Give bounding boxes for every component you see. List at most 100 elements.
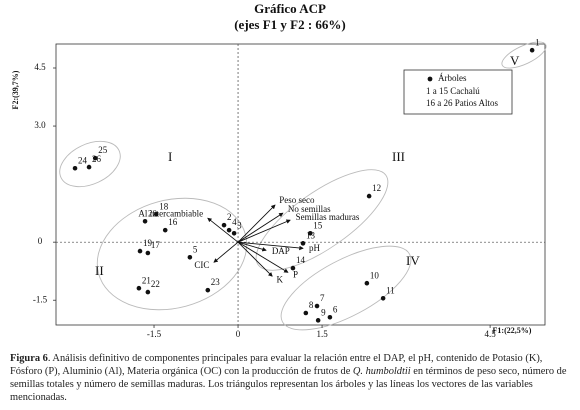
- caption-label: Figura 6: [10, 353, 48, 364]
- point-label: 24: [78, 155, 88, 165]
- loading-vector: [237, 212, 284, 243]
- tree-point: [145, 289, 151, 295]
- point-label: 19: [143, 238, 153, 248]
- tree-point: [72, 165, 78, 171]
- group-label: IV: [406, 253, 420, 268]
- point-label: 7: [320, 293, 325, 303]
- loading-vector: [238, 241, 304, 251]
- group-label: I: [168, 149, 172, 164]
- legend-item: 16 a 26 Patios Altos: [426, 98, 499, 108]
- y-axis-label: F2:(39,7%): [11, 70, 20, 109]
- vector-label: K: [276, 275, 283, 285]
- tree-point: [308, 230, 313, 236]
- tree-point: [92, 155, 98, 161]
- tree-point: [529, 47, 535, 53]
- point-label: 17: [151, 240, 161, 250]
- group-label: III: [392, 149, 405, 164]
- point-label: 10: [370, 270, 380, 280]
- group-ellipse: [96, 197, 248, 311]
- group-label: V: [510, 53, 520, 68]
- y-tick-label: 3.0: [34, 120, 46, 130]
- legend-box: [403, 69, 513, 115]
- vector-label: Peso seco: [279, 195, 315, 205]
- y-tick-label: -1.5: [33, 294, 48, 304]
- chart-subtitle: (ejes F1 y F2 : 66%): [234, 17, 346, 32]
- loading-vector: [237, 241, 267, 252]
- vector-label: Al intercambiable: [138, 209, 203, 219]
- point-label: 5: [193, 244, 198, 254]
- loading-vector: [237, 241, 289, 273]
- y-tick-label: 4.5: [34, 62, 46, 72]
- point-label: 20: [148, 208, 158, 218]
- tree-point: [231, 230, 237, 236]
- tree-point: [187, 254, 193, 260]
- point-label: 12: [372, 183, 381, 193]
- loading-vector: [237, 219, 291, 243]
- tree-point: [137, 248, 143, 254]
- loading-vector: [237, 204, 276, 243]
- legend: Árboles 1 a 15 Cachalú 16 a 26 Patios Al…: [403, 69, 513, 115]
- point-label: 18: [159, 201, 169, 211]
- caption-species: Q. humboldtii: [352, 366, 411, 377]
- x-axis-label: F1:(22,5%): [493, 326, 532, 335]
- chart: Gráfico ACP (ejes F1 y F2 : 66%) F2:(39,…: [11, 1, 547, 339]
- caption-text: . Análisis definitivo de componentes pri…: [10, 353, 543, 377]
- group-ellipse: [280, 245, 412, 331]
- tree-point: [364, 280, 370, 286]
- tree-point: [136, 285, 142, 291]
- vector-label: No semillas: [288, 204, 331, 214]
- tree-point: [314, 303, 320, 309]
- point-label: 22: [151, 279, 160, 289]
- legend-title: Árboles: [438, 73, 467, 83]
- tree-point: [290, 265, 296, 271]
- loading-vector: [207, 217, 239, 243]
- group-ellipse: [255, 169, 389, 271]
- vector-label: Semillas maduras: [296, 212, 360, 222]
- point-label: 16: [168, 217, 178, 227]
- loading-vector: [237, 241, 273, 277]
- caption-text: en términos de peso seco, número de semi…: [10, 366, 567, 403]
- point-label: 23: [211, 277, 221, 287]
- point-label: 6: [333, 304, 338, 314]
- point-label: 15: [313, 220, 323, 230]
- tree-point: [380, 295, 386, 301]
- tree-point: [86, 164, 92, 170]
- legend-marker: [427, 76, 433, 82]
- point-label: 21: [142, 275, 151, 285]
- tree-point: [303, 310, 309, 316]
- loading-vector: [213, 241, 239, 263]
- point-label: 14: [296, 255, 306, 265]
- point-label: 26: [92, 154, 102, 164]
- point-label: 1: [535, 37, 540, 47]
- plot-frame: [55, 43, 546, 326]
- y-tick-label: 0: [38, 236, 43, 246]
- tree-point: [327, 314, 333, 320]
- tree-point: [221, 222, 227, 228]
- vector-label: P: [293, 270, 298, 280]
- point-label: 9: [321, 307, 326, 317]
- x-tick-label: 4.5: [484, 329, 496, 339]
- tree-point: [226, 227, 232, 233]
- vector-label: DAP: [272, 246, 290, 256]
- tree-point: [366, 193, 372, 199]
- point-label: 8: [309, 300, 314, 310]
- figure-caption: Figura 6. Análisis definitivo de compone…: [10, 352, 572, 404]
- tree-point: [153, 212, 159, 217]
- x-tick-label: 1.5: [316, 329, 328, 339]
- legend-item: 1 a 15 Cachalú: [426, 86, 480, 96]
- tree-point: [300, 241, 306, 246]
- point-label: 3: [237, 220, 242, 230]
- group-label: II: [95, 263, 104, 278]
- tree-point: [162, 227, 168, 233]
- tree-point: [205, 287, 211, 293]
- group-ellipse: [59, 140, 121, 188]
- tree-point: [315, 318, 321, 323]
- point-label: 11: [386, 285, 395, 295]
- point-label: 25: [98, 145, 108, 155]
- vector-label: CIC: [194, 260, 209, 270]
- x-tick-label: -1.5: [147, 329, 162, 339]
- chart-title: Gráfico ACP: [254, 1, 326, 16]
- point-label: 4: [232, 217, 237, 227]
- vector-label: pH: [309, 243, 321, 253]
